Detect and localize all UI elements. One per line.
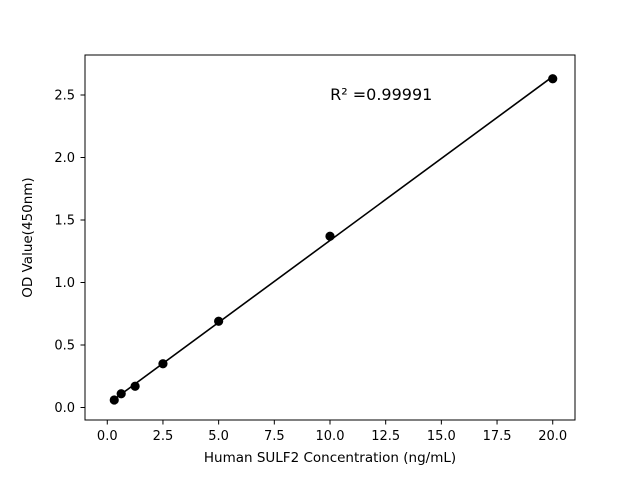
y-axis-label: OD Value(450nm) (20, 177, 36, 297)
x-tick-label: 15.0 (427, 429, 456, 444)
x-tick-label: 2.5 (153, 429, 174, 444)
y-tick-label: 1.5 (54, 214, 75, 229)
x-tick-label: 7.5 (264, 429, 285, 444)
data-point (109, 395, 119, 405)
y-tick-label: 0.0 (54, 401, 75, 416)
x-tick-label: 20.0 (538, 429, 567, 444)
y-tick-label: 1.0 (54, 276, 75, 291)
data-point (214, 316, 224, 326)
x-tick-label: 12.5 (371, 429, 400, 444)
x-tick-label: 0.0 (97, 429, 118, 444)
data-point (325, 231, 335, 241)
x-tick-label: 17.5 (483, 429, 512, 444)
data-point (116, 389, 126, 399)
x-axis-label: Human SULF2 Concentration (ng/mL) (204, 450, 456, 466)
data-point (130, 381, 140, 391)
y-tick-label: 2.5 (54, 89, 75, 104)
y-tick-label: 0.5 (54, 339, 75, 354)
y-tick-label: 2.0 (54, 151, 75, 166)
data-point (158, 359, 168, 369)
x-tick-label: 10.0 (316, 429, 345, 444)
r-squared-annotation: R² =0.99991 (330, 85, 432, 104)
data-point (548, 74, 558, 84)
x-tick-label: 5.0 (208, 429, 229, 444)
